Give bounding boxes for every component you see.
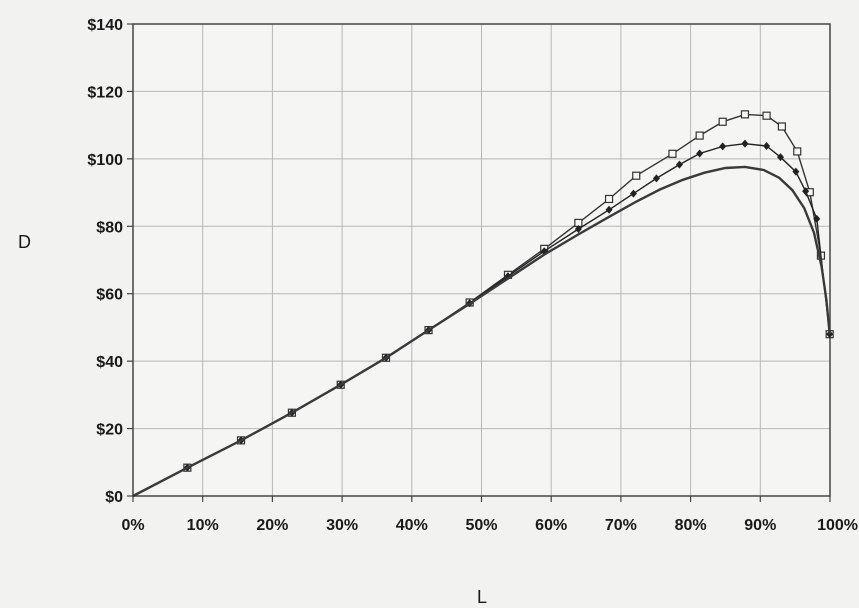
x-tick-label: 20% xyxy=(256,517,288,534)
data-point-diamond xyxy=(763,142,771,151)
y-tick-label: $60 xyxy=(96,287,123,304)
data-point-square xyxy=(695,131,704,140)
x-axis-title: L xyxy=(477,587,487,607)
data-point-square xyxy=(632,171,641,180)
x-tick-label: 80% xyxy=(675,517,707,534)
series-3 xyxy=(132,165,831,498)
x-tick-label: 60% xyxy=(535,517,567,534)
data-point-diamond xyxy=(792,167,800,176)
y-tick-label: $80 xyxy=(96,219,123,236)
series-line xyxy=(132,165,831,498)
data-point-diamond xyxy=(696,149,704,158)
x-tick-label: 30% xyxy=(326,517,358,534)
x-tick-label: 10% xyxy=(187,517,219,534)
y-tick-label: $140 xyxy=(87,17,123,34)
x-tick-label: 50% xyxy=(465,517,497,534)
data-point-diamond xyxy=(675,160,683,169)
data-point-diamond xyxy=(777,153,785,162)
data-point-square xyxy=(740,110,750,119)
y-tick-label: $100 xyxy=(87,152,123,169)
data-point-square xyxy=(604,194,614,204)
data-point-diamond xyxy=(574,224,582,233)
data-point-diamond xyxy=(802,187,810,196)
x-axis-ticks: 0% 10% 20% 30% 40% 50% 60% 70% 80% 90% 100% xyxy=(121,496,858,534)
data-point-diamond xyxy=(629,189,637,198)
y-axis-ticks: $0 $20 $40 $60 $80 $100 $120 $140 xyxy=(87,17,133,506)
x-tick-label: 70% xyxy=(605,517,637,534)
y-tick-label: $0 xyxy=(105,489,123,506)
data-point-square xyxy=(793,147,802,156)
y-tick-label: $120 xyxy=(87,84,123,101)
y-axis-title: D xyxy=(18,232,31,252)
x-tick-label: 90% xyxy=(744,517,776,534)
y-tick-label: $40 xyxy=(96,354,123,371)
data-point-square xyxy=(668,149,677,158)
data-point-diamond xyxy=(741,139,749,148)
y-tick-label: $20 xyxy=(96,422,123,439)
data-point-diamond xyxy=(652,174,660,183)
data-point-square xyxy=(718,117,727,126)
series-layer xyxy=(132,110,834,498)
data-point-diamond xyxy=(813,214,821,223)
x-tick-label: 40% xyxy=(396,517,428,534)
data-point-square xyxy=(777,122,787,131)
x-tick-label: 100% xyxy=(817,517,858,534)
data-point-diamond xyxy=(719,142,727,151)
data-point-square xyxy=(762,111,771,120)
x-tick-label: 0% xyxy=(121,517,144,534)
data-point-diamond xyxy=(605,205,613,214)
